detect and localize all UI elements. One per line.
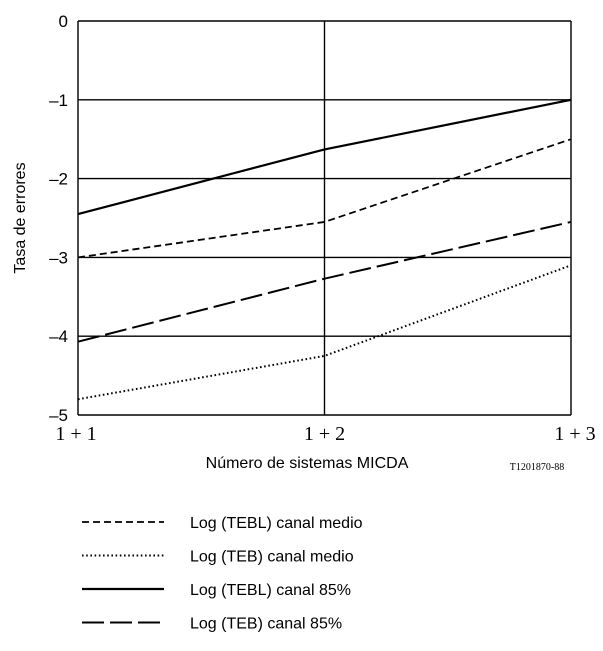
series-line-1 xyxy=(77,138,572,259)
y-tick-label: –3 xyxy=(49,248,68,267)
x-tick-labels: 1 + 1 1 + 2 1 + 3 xyxy=(55,423,595,445)
series-line-4 xyxy=(77,220,572,343)
series-line-3 xyxy=(77,98,572,216)
y-tick-label: –1 xyxy=(49,91,68,110)
y-tick-label: –2 xyxy=(49,170,68,189)
legend-item: Log (TEB) canal medio xyxy=(82,549,354,566)
x-tick-label: 1 + 1 xyxy=(55,423,96,445)
series-line-2 xyxy=(77,264,572,401)
legend: Log (TEBL) canal medio Log (TEB) canal me… xyxy=(82,515,363,633)
y-tick-labels: 0 –1 –2 –3 –4 –5 xyxy=(49,12,68,425)
x-axis-label: Número de sistemas MICDA xyxy=(206,455,409,472)
series-layer xyxy=(77,98,572,401)
x-tick-label: 1 + 2 xyxy=(304,423,345,445)
legend-item: Log (TEB) canal 85% xyxy=(82,616,342,633)
legend-label: Log (TEBL) canal medio xyxy=(190,515,363,532)
legend-label: Log (TEBL) canal 85% xyxy=(190,582,351,599)
y-tick-label: –4 xyxy=(49,327,68,346)
y-axis-label: Tasa de errores xyxy=(12,162,29,273)
reference-code: T1201870-88 xyxy=(510,462,564,473)
x-tick-label: 1 + 3 xyxy=(554,423,595,445)
legend-label: Log (TEB) canal medio xyxy=(190,549,354,566)
legend-label: Log (TEB) canal 85% xyxy=(190,616,342,633)
legend-item: Log (TEBL) canal medio xyxy=(82,515,363,532)
legend-item: Log (TEBL) canal 85% xyxy=(82,582,351,599)
grid-layer xyxy=(77,20,572,416)
y-tick-label: –5 xyxy=(49,406,68,425)
y-tick-label: 0 xyxy=(59,12,68,31)
